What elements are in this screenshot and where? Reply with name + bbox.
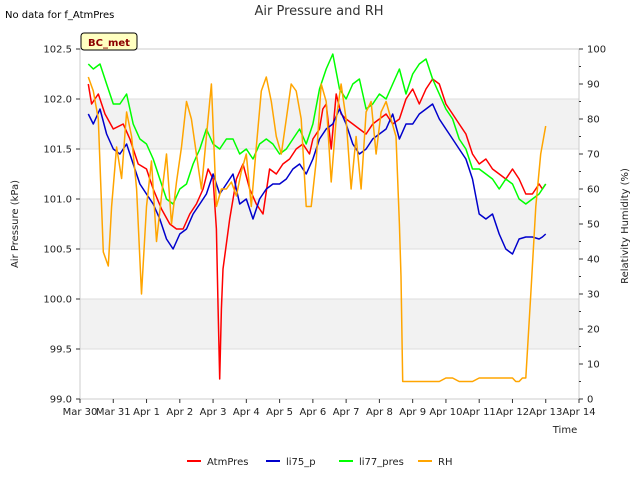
y-axis-left: 99.0 99.5 100.0 100.5 101.0 101.5 102.0 102.5 [43, 45, 80, 406]
series-line-li77_pres [87, 53, 547, 205]
y2-tick-label: 30 [587, 290, 600, 301]
x-axis-label: Time [552, 425, 577, 436]
y-axis-right: 0 10 20 30 40 50 60 70 80 90 100 [579, 45, 606, 406]
x-tick-label: Apr 1 [133, 407, 160, 418]
x-tick-label: Apr 2 [166, 407, 193, 418]
x-tick-label: Mar 31 [96, 407, 131, 418]
x-tick-label: Apr 10 [429, 407, 462, 418]
y-axis-label-right: Relativity Humidity (%) [620, 168, 631, 284]
x-tick-label: Apr 13 [529, 407, 562, 418]
legend-label: li77_pres [359, 457, 404, 468]
y-tick-label: 102.0 [43, 95, 72, 106]
series-layer [87, 53, 547, 383]
x-tick-label: Apr 14 [562, 407, 595, 418]
chart-title: Air Pressure and RH [254, 4, 383, 19]
x-tick-label: Apr 5 [266, 407, 293, 418]
legend: AtmPres li75_p li77_pres RH [187, 457, 452, 468]
legend-label: AtmPres [207, 457, 248, 468]
y-axis-label-left: Air Pressure (kPa) [10, 180, 21, 268]
legend-label: li75_p [286, 457, 316, 468]
y2-tick-label: 70 [587, 150, 600, 161]
y2-tick-label: 50 [587, 220, 600, 231]
x-tick-label: Apr 6 [299, 407, 326, 418]
grid-band [80, 249, 579, 299]
badge: BC_met [80, 32, 138, 51]
legend-label: RH [438, 457, 452, 468]
y-tick-label: 100.5 [43, 245, 72, 256]
series-line-atmpres [87, 78, 547, 380]
x-tick-label: Apr 11 [463, 407, 496, 418]
x-tick-label: Apr 3 [200, 407, 227, 418]
x-tick-label: Apr 12 [496, 407, 529, 418]
badge-box [80, 32, 138, 51]
y2-tick-label: 0 [587, 395, 593, 406]
badge-label: BC_met [88, 38, 130, 49]
y-tick-label: 100.0 [43, 295, 72, 306]
y2-tick-label: 90 [587, 80, 600, 91]
grid-band [80, 49, 579, 99]
series-line-rh [87, 76, 547, 383]
x-tick-label: Apr 8 [366, 407, 393, 418]
y-tick-label: 99.0 [50, 395, 72, 406]
y-tick-label: 102.5 [43, 45, 72, 56]
x-tick-label: Apr 4 [233, 407, 260, 418]
x-tick-label: Apr 9 [399, 407, 426, 418]
y2-tick-label: 60 [587, 185, 600, 196]
x-tick-label: Mar 30 [63, 407, 98, 418]
no-data-note: No data for f_AtmPres [5, 10, 114, 21]
grid-band [80, 99, 579, 149]
y2-tick-label: 10 [587, 360, 600, 371]
x-tick-label: Apr 7 [333, 407, 360, 418]
y2-tick-label: 20 [587, 325, 600, 336]
grid-band [80, 299, 579, 349]
y-tick-label: 101.5 [43, 145, 72, 156]
grid-band [80, 349, 579, 399]
y-tick-label: 101.0 [43, 195, 72, 206]
y2-tick-label: 40 [587, 255, 600, 266]
series-line-li75_p [87, 103, 547, 255]
y2-tick-label: 80 [587, 115, 600, 126]
y-tick-label: 99.5 [50, 345, 72, 356]
y2-tick-label: 100 [587, 45, 606, 56]
